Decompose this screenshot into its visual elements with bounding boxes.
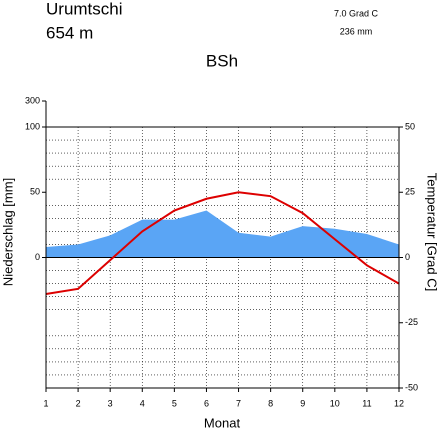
y2-tick-label: 0: [405, 252, 410, 262]
y-axis-label: Niederschlag [mm]: [0, 178, 15, 286]
climate-class: BSh: [206, 51, 238, 70]
x-tick-label: 1: [43, 398, 48, 408]
y-tick-label: 0: [35, 252, 40, 262]
x-tick-label: 6: [204, 398, 209, 408]
y-tick-label: 100: [25, 121, 40, 131]
x-tick-label: 7: [236, 398, 241, 408]
y-tick-label: 50: [30, 187, 40, 197]
x-tick-label: 2: [76, 398, 81, 408]
x-tick-label: 5: [172, 398, 177, 408]
precipitation-area: [46, 210, 399, 258]
y2-tick-label: 50: [405, 121, 415, 131]
y2-tick-label: 25: [405, 187, 415, 197]
x-tick-label: 4: [140, 398, 145, 408]
x-axis-label: Monat: [204, 415, 241, 430]
y2-tick-label: -25: [405, 317, 418, 327]
annual-precipitation: 236 mm: [340, 26, 373, 36]
x-tick-label: 8: [268, 398, 273, 408]
x-tick-label: 9: [300, 398, 305, 408]
x-tick-label: 3: [108, 398, 113, 408]
x-tick-label: 10: [330, 398, 340, 408]
mean-temperature: 7.0 Grad C: [334, 8, 379, 18]
elevation: 654 m: [46, 23, 93, 42]
y-tick-label: 300: [25, 95, 40, 105]
x-tick-label: 11: [362, 398, 371, 408]
temperature-line: [45, 191, 400, 296]
chart-title: Urumtschi: [46, 0, 123, 18]
y2-axis-label: Temperatur [Grad C]: [425, 173, 439, 292]
x-tick-label: 12: [394, 398, 404, 408]
y2-tick-label: -50: [405, 382, 418, 392]
